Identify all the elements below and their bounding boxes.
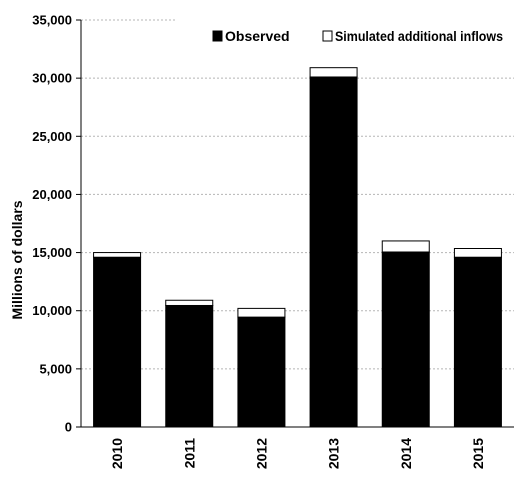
bar-simulated xyxy=(237,307,286,318)
bar-observed xyxy=(93,256,142,428)
legend-swatch-observed xyxy=(212,30,223,42)
x-tick-label: 2013 xyxy=(326,438,342,469)
bar-observed xyxy=(309,76,358,428)
bar-simulated xyxy=(309,67,358,78)
x-tick-label: 2014 xyxy=(398,438,414,469)
x-tick-label: 2015 xyxy=(470,438,486,469)
y-tick-label: 20,000 xyxy=(32,187,72,202)
y-tick-label: 10,000 xyxy=(32,303,72,318)
bar-simulated xyxy=(453,248,502,258)
y-tick-label: 5,000 xyxy=(39,361,72,376)
gridlines xyxy=(81,19,514,370)
legend: Observed Simulated additional inflows xyxy=(212,28,503,44)
bar-simulated xyxy=(93,252,142,258)
y-tick-label: 25,000 xyxy=(32,129,72,144)
bar-observed xyxy=(381,251,430,428)
x-tick-labels: 2010 2011 2012 2013 2014 2015 xyxy=(109,438,486,469)
bar-observed xyxy=(237,316,286,428)
bar-simulated xyxy=(165,299,214,306)
x-tick-label: 2010 xyxy=(109,438,125,469)
x-tick-label: 2012 xyxy=(253,438,269,469)
y-tick-labels: 0 5,000 10,000 15,000 20,000 25,000 30,000 35,0… xyxy=(32,13,72,435)
bar-observed xyxy=(453,256,502,428)
legend-label-simulated: Simulated additional inflows xyxy=(335,28,503,44)
axes xyxy=(76,19,514,428)
x-tick-label: 2011 xyxy=(181,438,197,469)
y-tick-label: 0 xyxy=(65,420,72,435)
bars xyxy=(93,67,502,428)
legend-label-observed: Observed xyxy=(225,28,290,44)
bar-observed xyxy=(165,304,214,428)
y-tick-label: 15,000 xyxy=(32,245,72,260)
y-axis-title: Millions of dollars xyxy=(9,200,25,319)
legend-swatch-simulated xyxy=(322,30,333,42)
y-tick-label: 35,000 xyxy=(32,13,72,28)
bar-simulated xyxy=(381,240,430,253)
y-tick-label: 30,000 xyxy=(32,71,72,86)
